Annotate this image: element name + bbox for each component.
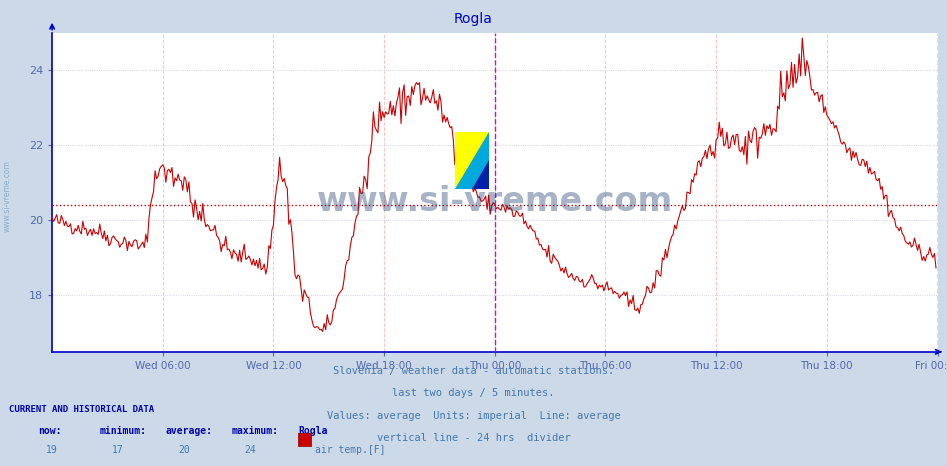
Text: Values: average  Units: imperial  Line: average: Values: average Units: imperial Line: av… — [327, 411, 620, 420]
Text: www.si-vreme.com: www.si-vreme.com — [316, 185, 673, 218]
Polygon shape — [472, 160, 489, 189]
Text: Rogla: Rogla — [454, 12, 493, 26]
Text: last two days / 5 minutes.: last two days / 5 minutes. — [392, 388, 555, 398]
Text: 24: 24 — [244, 445, 256, 455]
Text: average:: average: — [166, 426, 213, 436]
Text: now:: now: — [38, 426, 62, 436]
Polygon shape — [455, 131, 489, 189]
Text: Slovenia / weather data - automatic stations.: Slovenia / weather data - automatic stat… — [333, 366, 614, 376]
Text: minimum:: minimum: — [99, 426, 147, 436]
Text: 17: 17 — [112, 445, 123, 455]
Text: www.si-vreme.com: www.si-vreme.com — [3, 160, 12, 232]
Text: vertical line - 24 hrs  divider: vertical line - 24 hrs divider — [377, 433, 570, 443]
Text: air temp.[F]: air temp.[F] — [315, 445, 385, 455]
Text: 19: 19 — [45, 445, 57, 455]
Text: Rogla: Rogla — [298, 426, 328, 436]
Text: 20: 20 — [178, 445, 189, 455]
Text: CURRENT AND HISTORICAL DATA: CURRENT AND HISTORICAL DATA — [9, 405, 154, 414]
Text: maximum:: maximum: — [232, 426, 279, 436]
Polygon shape — [455, 131, 489, 189]
